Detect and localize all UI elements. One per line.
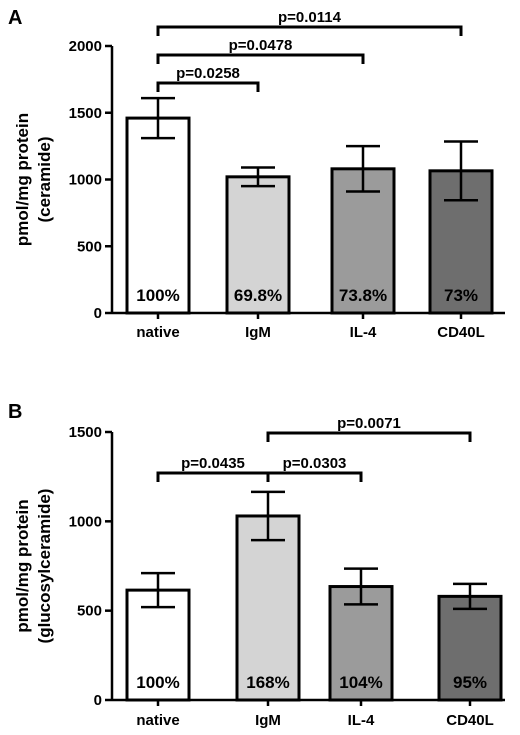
- y-axis-label: (glucosylceramide): [35, 489, 54, 644]
- percent-label: 95%: [453, 673, 487, 692]
- percent-label: 69.8%: [234, 286, 282, 305]
- y-tick-label: 500: [77, 603, 102, 620]
- percent-label: 73.8%: [339, 286, 387, 305]
- p-value-label: p=0.0303: [283, 455, 347, 472]
- significance-bracket: [156, 53, 365, 64]
- bar: [125, 116, 191, 315]
- p-value-label: p=0.0071: [337, 415, 401, 432]
- percent-label: 168%: [246, 673, 289, 692]
- significance-bracket: [156, 25, 463, 36]
- x-tick-label: native: [136, 324, 179, 341]
- x-tick-label: IgM: [245, 324, 271, 341]
- p-value-label: p=0.0478: [229, 37, 293, 54]
- panel-letter: A: [8, 7, 22, 29]
- panel-b: B 0 500 1000 1500 pmol/mg protein (glucosylcer…: [8, 401, 505, 729]
- y-tick-label: 1000: [69, 172, 102, 189]
- significance-bracket: [156, 81, 260, 92]
- x-tick-label: IgM: [255, 712, 281, 729]
- p-value-label: p=0.0114: [278, 9, 342, 26]
- x-tick-label: CD40L: [446, 712, 494, 729]
- significance-bracket: [266, 431, 472, 442]
- y-tick-label: 0: [94, 305, 102, 322]
- y-tick-label: 1000: [69, 513, 102, 530]
- p-value-label: p=0.0258: [176, 65, 240, 82]
- percent-label: 104%: [339, 673, 382, 692]
- x-tick-label: native: [136, 712, 179, 729]
- x-tick-label: IL-4: [348, 712, 375, 729]
- percent-label: 73%: [444, 286, 478, 305]
- y-axis-label: pmol/mg protein: [13, 499, 32, 632]
- y-tick-label: 1500: [69, 424, 102, 441]
- percent-label: 100%: [136, 286, 179, 305]
- bar: [225, 175, 291, 315]
- y-tick-label: 0: [94, 692, 102, 709]
- percent-label: 100%: [136, 673, 179, 692]
- x-tick-label: IL-4: [350, 324, 377, 341]
- bar: [235, 514, 301, 702]
- panel-a: A 0 500 1000 1500 2000 pmol/mg protein (ceramid…: [8, 7, 505, 341]
- y-tick-label: 500: [77, 238, 102, 255]
- y-axis-label: pmol/mg protein: [13, 113, 32, 246]
- significance-bracket: [266, 471, 363, 482]
- significance-bracket: [156, 471, 270, 482]
- y-tick-label: 2000: [69, 38, 102, 55]
- x-tick-label: CD40L: [437, 324, 485, 341]
- y-axis-label: (ceramide): [35, 137, 54, 223]
- y-tick-label: 1500: [69, 105, 102, 122]
- p-value-label: p=0.0435: [181, 455, 245, 472]
- panel-letter: B: [8, 401, 22, 423]
